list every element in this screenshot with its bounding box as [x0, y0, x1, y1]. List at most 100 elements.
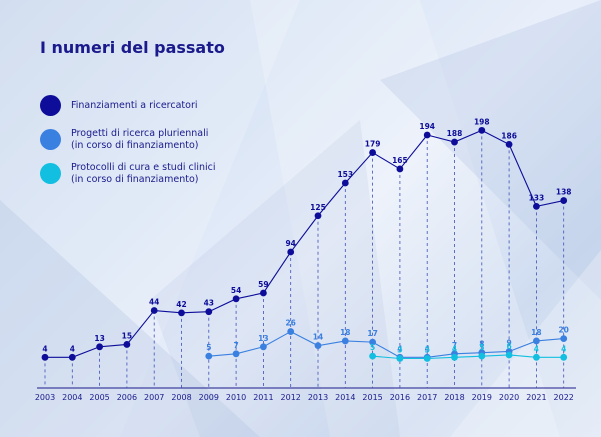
data-label-s1-2010: 54	[231, 286, 241, 295]
x-tick-label-2020: 2020	[499, 393, 519, 402]
data-point-s1-2020	[505, 140, 513, 148]
data-point-s1-2004	[68, 353, 76, 361]
data-label-s1-2020: 186	[501, 131, 517, 140]
data-label-s1-2003: 4	[42, 344, 47, 353]
data-label-s1-2011: 59	[258, 280, 268, 289]
data-point-s1-2022	[560, 197, 568, 204]
data-label-s1-2006: 15	[122, 331, 132, 340]
data-label-s2-2011: 13	[258, 334, 268, 343]
page-title: I numeri del passato	[40, 38, 225, 57]
series-line-2	[208, 330, 564, 358]
data-point-s2-2010	[232, 350, 240, 358]
data-label-s1-2013: 125	[310, 203, 326, 212]
data-label-s2-2012: 26	[285, 319, 295, 328]
data-label-s2-2013: 14	[313, 333, 323, 342]
data-point-s1-2007	[150, 307, 158, 314]
legend-swatch-progetti	[40, 129, 61, 150]
legend-swatch-finanziamenti	[40, 95, 61, 116]
data-point-s2-2011	[260, 343, 267, 351]
data-label-s1-2015: 179	[365, 140, 381, 149]
series-line-3	[372, 354, 564, 360]
x-tick-label-2011: 2011	[253, 393, 273, 402]
data-label-s2-2016: 4	[397, 344, 402, 353]
x-tick-label-2008: 2008	[171, 393, 191, 402]
x-tick-label-2019: 2019	[472, 393, 492, 402]
data-point-s1-2019	[478, 126, 486, 134]
data-label-s1-2007: 44	[149, 298, 159, 307]
data-label-s3-2020: 6	[506, 342, 511, 351]
legend-swatch-protocolli	[40, 163, 61, 184]
x-tick-label-2015: 2015	[362, 393, 382, 402]
data-point-s2-2014	[341, 337, 349, 345]
x-tick-label-2003: 2003	[35, 393, 55, 402]
data-point-s3-2017	[423, 355, 431, 362]
data-point-s1-2016	[396, 165, 404, 173]
x-tick-label-2007: 2007	[144, 393, 164, 402]
data-point-s3-2022	[560, 353, 568, 361]
data-label-s3-2016: 3	[397, 345, 402, 354]
data-point-s2-2009	[205, 352, 213, 360]
data-point-s1-2010	[232, 295, 240, 303]
data-label-s3-2019: 5	[479, 343, 484, 352]
series-line-1	[45, 129, 564, 358]
data-label-s3-2018: 4	[452, 344, 457, 353]
data-point-s2-2013	[314, 342, 322, 350]
data-label-s1-2009: 43	[204, 299, 214, 308]
data-label-s1-2012: 94	[285, 239, 295, 248]
data-label-s2-2009: 5	[206, 343, 211, 352]
data-point-s2-2015	[369, 338, 376, 346]
data-point-s3-2019	[478, 352, 486, 360]
data-label-s2-2018: 7	[452, 341, 457, 350]
x-tick-label-2017: 2017	[417, 393, 437, 402]
data-label-s2-2014: 18	[340, 328, 350, 337]
data-label-s2-2020: 9	[506, 338, 511, 347]
data-label-s1-2004: 4	[70, 344, 75, 353]
data-point-s3-2015	[369, 352, 376, 360]
legend-label-progetti: Progetti di ricerca pluriennali (in cors…	[71, 128, 209, 151]
data-label-s3-2015: 5	[370, 343, 375, 352]
data-label-s2-2015: 17	[367, 329, 377, 338]
data-point-s3-2018	[451, 353, 458, 361]
data-point-s1-2015	[369, 149, 376, 156]
data-label-s1-2008: 42	[176, 300, 186, 309]
data-point-s1-2003	[41, 353, 49, 361]
data-point-s1-2021	[533, 202, 540, 210]
data-label-s3-2022: 4	[561, 344, 566, 353]
data-point-s1-2008	[178, 309, 185, 317]
data-label-s2-2021: 18	[531, 328, 541, 337]
x-tick-label-2014: 2014	[335, 393, 355, 402]
x-tick-label-2005: 2005	[89, 393, 109, 402]
data-point-s2-2021	[533, 337, 540, 345]
data-point-s1-2009	[205, 308, 213, 316]
x-tick-label-2021: 2021	[526, 393, 546, 402]
data-label-s3-2021: 4	[534, 344, 539, 353]
data-label-s1-2017: 194	[419, 122, 435, 131]
data-point-s3-2020	[505, 351, 513, 359]
x-tick-label-2006: 2006	[117, 393, 137, 402]
data-point-s2-2012	[287, 328, 295, 335]
x-tick-label-2010: 2010	[226, 393, 246, 402]
data-label-s1-2005: 13	[94, 334, 104, 343]
legend-label-finanziamenti: Finanziamenti a ricercatori	[71, 100, 198, 111]
x-tick-label-2018: 2018	[444, 393, 464, 402]
data-point-s1-2006	[123, 341, 131, 348]
data-label-s1-2022: 138	[556, 188, 572, 197]
data-point-s1-2013	[314, 212, 322, 220]
legend-label-protocolli: Protocolli di cura e studi clinici (in c…	[71, 162, 216, 185]
x-tick-label-2009: 2009	[199, 393, 219, 402]
data-point-s3-2016	[396, 355, 404, 362]
data-label-s1-2019: 198	[474, 117, 490, 126]
x-tick-label-2016: 2016	[390, 393, 410, 402]
data-label-s1-2016: 165	[392, 156, 408, 165]
data-point-s2-2022	[560, 335, 568, 342]
data-point-s1-2012	[287, 248, 295, 256]
data-point-s1-2018	[451, 138, 458, 146]
data-label-s2-2022: 20	[558, 326, 568, 335]
x-tick-label-2022: 2022	[554, 393, 574, 402]
data-point-s1-2005	[96, 343, 103, 351]
data-point-s1-2017	[423, 131, 431, 139]
data-label-s2-2017: 4	[425, 344, 430, 353]
data-point-s1-2014	[341, 179, 349, 187]
x-tick-label-2004: 2004	[62, 393, 82, 402]
